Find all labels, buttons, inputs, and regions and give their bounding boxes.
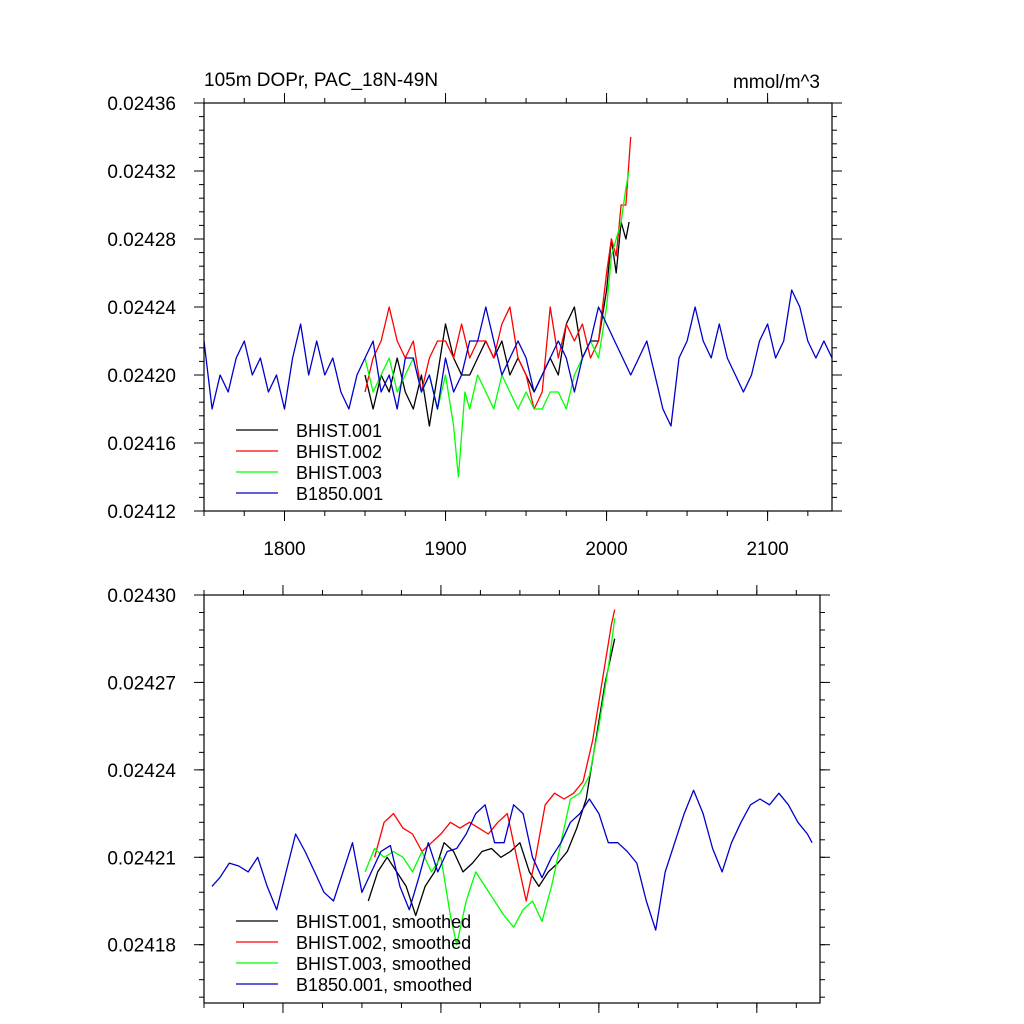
plot-frame [203, 594, 821, 1004]
series-line-bhist-002-smoothed [373, 609, 616, 902]
y-tick-label: 0.02412 [107, 502, 176, 523]
x-tick-label: 1900 [424, 539, 466, 560]
top-panel: 105m DOPr, PAC_18N-49N mmol/m^3 0.02412 0… [107, 70, 842, 560]
y-tick-label: 0.02424 [107, 298, 176, 319]
series-line-bhist-002 [364, 136, 632, 410]
top-panel-units: mmol/m^3 [733, 72, 820, 93]
series-line-bhist-003-smoothed [364, 618, 616, 946]
y-tick-label: 0.02430 [107, 586, 176, 607]
legend-label: BHIST.003, smoothed [296, 954, 471, 974]
legend-label: B1850.001, smoothed [296, 975, 472, 995]
x-tick-label: 2000 [585, 539, 627, 560]
y-tick-label: 0.02427 [107, 673, 176, 694]
legend-label: BHIST.002 [296, 442, 382, 462]
legend-label: BHIST.001, smoothed [296, 912, 471, 932]
legend-label: BHIST.001 [296, 421, 382, 441]
y-tick-label: 0.02436 [107, 94, 176, 115]
y-tick-label: 0.02416 [107, 434, 176, 455]
y-tick-label: 0.02424 [107, 761, 176, 782]
y-tick-label: 0.02421 [107, 848, 176, 869]
legend-label: BHIST.003 [296, 463, 382, 483]
legend-label: BHIST.002, smoothed [296, 933, 471, 953]
y-tick-label: 0.02428 [107, 230, 176, 251]
series-line-bhist-003 [364, 170, 630, 478]
series-line-bhist-001-smoothed [367, 638, 616, 917]
y-tick-label: 0.02418 [107, 936, 176, 957]
top-panel-title: 105m DOPr, PAC_18N-49N [204, 70, 438, 91]
y-tick-label: 0.02432 [107, 162, 176, 183]
series-line-b1850-001-smoothed [211, 789, 813, 931]
legend-label: B1850.001 [296, 484, 383, 504]
y-tick-label: 0.02420 [107, 366, 176, 387]
x-tick-label: 2100 [746, 539, 788, 560]
series-line-b1850-001 [204, 289, 832, 427]
x-tick-label: 1800 [263, 539, 305, 560]
bottom-panel: 0.02418 0.02421 0.02424 0.02427 0.02430 BHIST… [107, 585, 830, 1013]
